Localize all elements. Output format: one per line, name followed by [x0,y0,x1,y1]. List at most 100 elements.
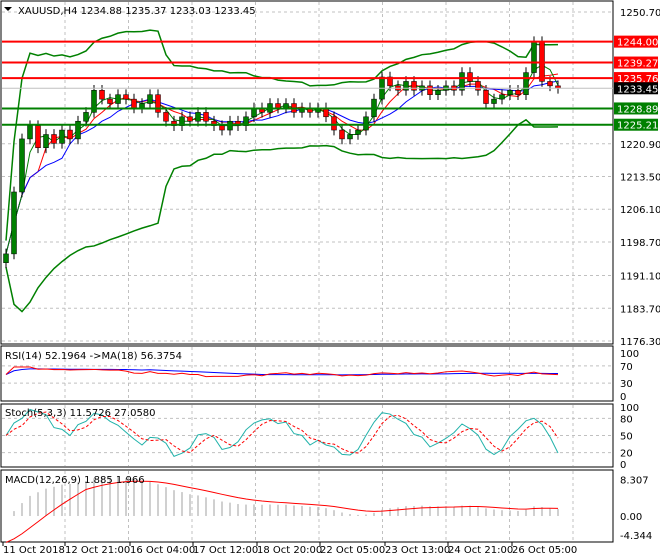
candle [203,112,209,122]
level-label: 1239.27 [617,59,658,70]
level-label-bg [614,35,658,48]
candle [219,125,225,131]
candle [27,125,33,140]
candle [51,134,57,144]
candle [275,103,281,109]
candle [3,253,9,263]
candle [83,112,89,122]
chart-header: XAUUSD,H4 1234.88 1235.37 1233.03 1233.4… [18,6,256,17]
candle [411,81,417,91]
rsi-label: RSI(14) 52.1964 ->MA(18) 56.3754 [5,351,182,362]
panel-frame [0,403,614,468]
rsi-tick: 100 [620,349,639,360]
candle [331,116,337,131]
candle [35,125,41,149]
level-label-bg [614,118,658,131]
candle [459,72,465,91]
candle [99,90,105,100]
candle [435,90,441,95]
candle [347,134,353,140]
panel-frame [0,469,614,543]
candle [19,138,25,193]
candle [123,94,129,100]
level-label: 1225.21 [617,121,658,132]
price-tick: 1183.70 [620,304,660,315]
candle [547,81,553,87]
stoch-label: Stoch(5,3,3) 11.5726 27.0580 [5,408,156,419]
candle [427,85,433,95]
stoch-signal-line [5,411,559,454]
candle [11,191,17,255]
panel-frame [0,345,614,402]
time-label: 24 Oct 21:00 [448,545,513,556]
candle [339,129,345,140]
candle [91,90,97,113]
time-label: 22 Oct 05:00 [320,545,385,556]
candle [363,116,369,131]
symbol: XAUUSD,H4 [18,6,77,17]
candle [483,90,489,104]
candle [75,120,81,140]
time-label: 16 Oct 04:00 [130,545,195,556]
level-label: 1244.00 [617,38,658,49]
candle [67,129,73,140]
rsi-tick: 30 [620,379,633,390]
candle [107,98,113,104]
level-label: 1235.76 [617,74,658,85]
stoch-tick: 80 [620,414,633,425]
candle [139,103,145,109]
candle [475,81,481,91]
stoch-main-line [5,408,559,457]
candle [187,116,193,122]
bollinger-upper [5,29,559,241]
open-price: 1234.88 [81,6,122,17]
price-tick: 1198.70 [620,238,660,249]
current-price-bg [614,82,658,95]
price-tick: 1220.90 [620,140,660,151]
candle [499,94,505,100]
level-label-bg [614,72,658,85]
macd-tick: -4.344 [620,531,652,542]
macd-signal-line [5,480,559,543]
candle [539,41,545,82]
rsi-tick: 70 [620,362,633,373]
candle [131,98,137,109]
time-label: 23 Oct 13:00 [385,545,450,556]
stoch-tick: 50 [620,432,633,443]
price-tick: 1213.50 [620,173,660,184]
candle [283,103,289,109]
candle [43,134,49,149]
panel-frame [0,0,614,345]
current-price-label: 1233.45 [617,84,658,95]
candle [467,72,473,82]
close-price: 1233.45 [214,6,255,17]
price-tick: 1206.10 [620,205,660,216]
price-tick: 1191.10 [620,272,660,283]
candle [403,81,409,91]
candle [59,129,65,144]
candle [163,112,169,122]
stoch-tick: 0 [620,460,626,471]
rsi-tick: 0 [620,392,626,403]
candle [523,72,529,95]
candle [147,94,153,104]
candle [195,112,201,122]
candle [531,41,537,73]
time-label: 26 Oct 05:00 [512,545,577,556]
candle [115,94,121,104]
time-label: 17 Oct 12:00 [193,545,258,556]
bollinger-lower [5,118,559,313]
ma-short [5,64,559,255]
price-tick: 1176.30 [620,337,660,348]
candle [491,98,497,104]
time-label: 18 Oct 20:00 [257,545,322,556]
level-label-bg [614,102,658,115]
collapse-triangle-icon[interactable] [4,7,12,11]
ma-slow [5,80,559,255]
time-label: 11 Oct 2018 [3,545,65,556]
ma-fast [5,73,559,255]
candle [155,94,161,113]
stoch-tick: 100 [620,403,639,414]
